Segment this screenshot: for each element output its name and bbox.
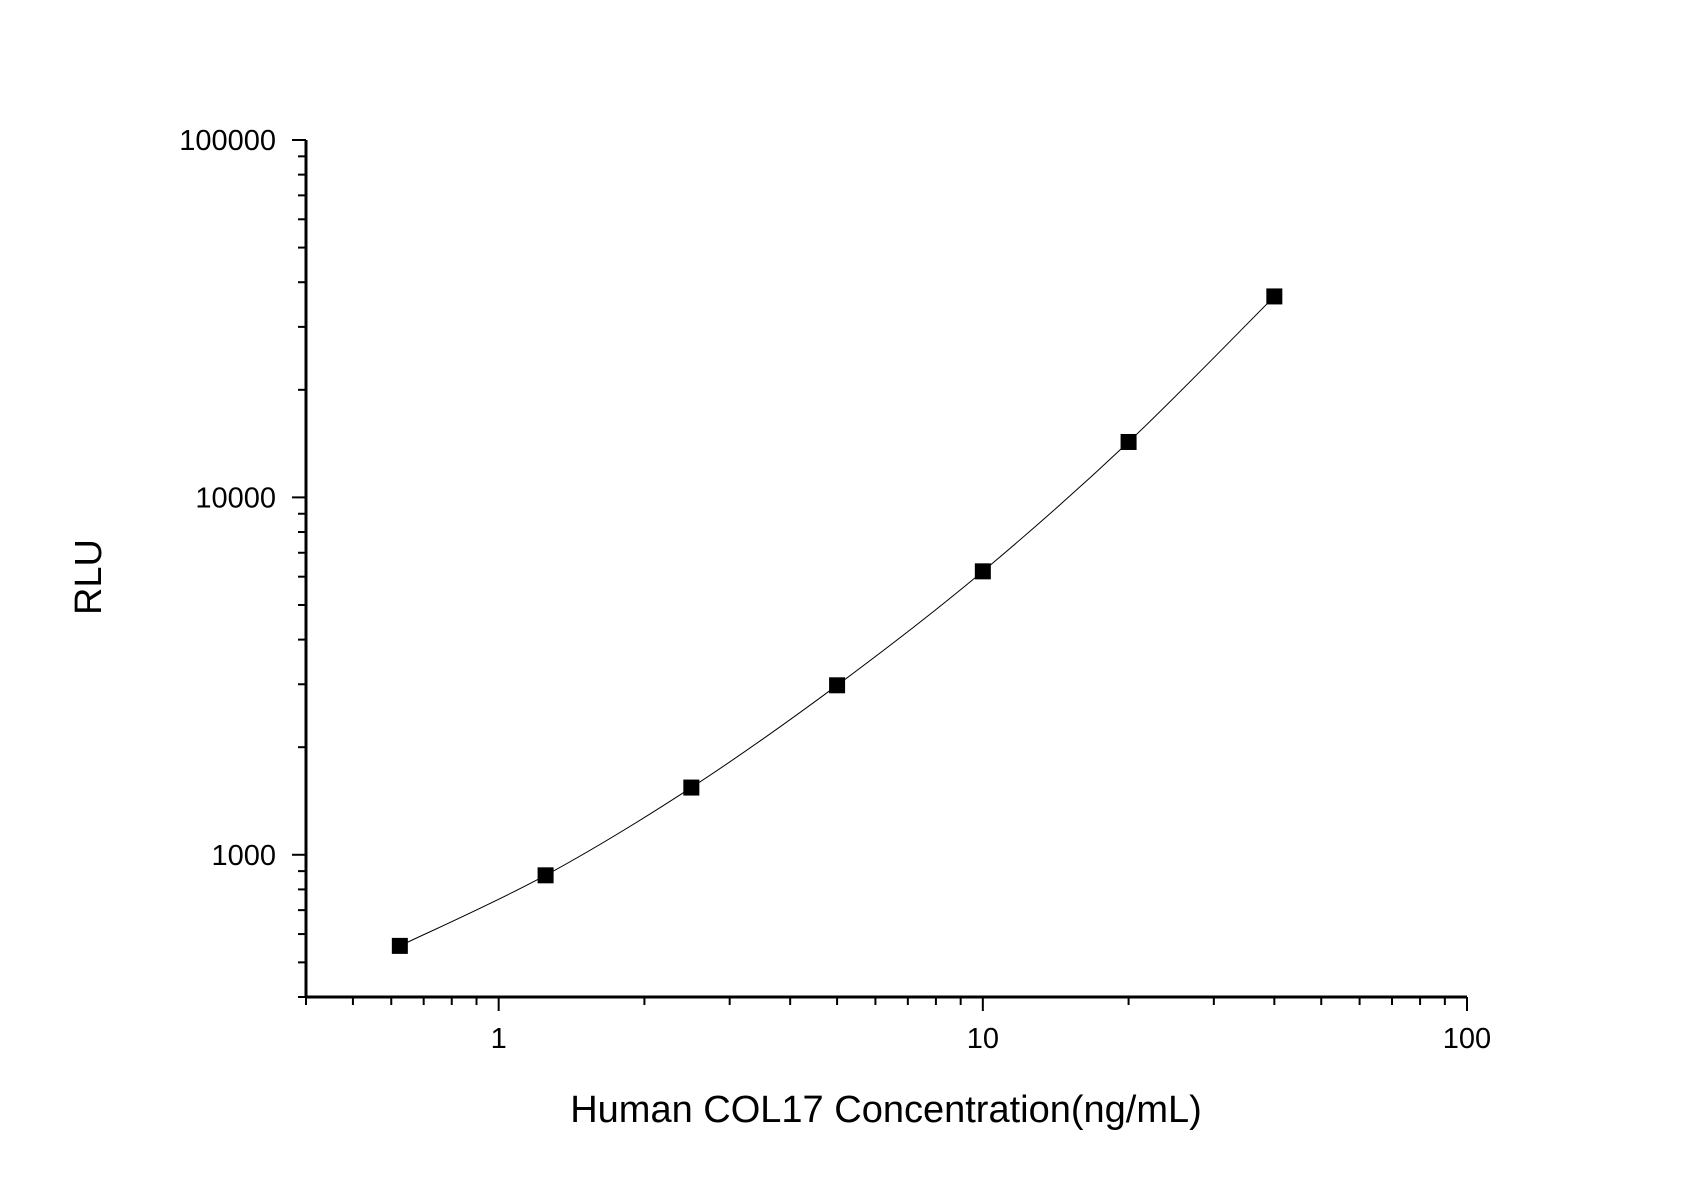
x-tick-label: 100 [1443, 1023, 1491, 1055]
y-axis-title: RLU [68, 539, 110, 615]
ticks [292, 139, 1468, 1011]
data-point [829, 677, 846, 694]
data-point [391, 937, 408, 954]
y-tick-label: 1000 [211, 840, 276, 872]
data-point [683, 779, 700, 796]
data-point [537, 867, 554, 884]
data-markers [391, 288, 1283, 954]
tick-labels: 1 10 100 1000 10000 100000 [179, 125, 1491, 1055]
x-tick-label: 10 [967, 1023, 999, 1055]
data-point [1120, 433, 1137, 450]
y-tick-label: 100000 [179, 125, 276, 157]
fit-curve [399, 296, 1275, 947]
data-point [974, 563, 991, 580]
x-axis-title: Human COL17 Concentration(ng/mL) [570, 1089, 1202, 1131]
axes [304, 140, 1467, 999]
y-tick-label: 10000 [195, 482, 276, 514]
x-tick-label: 1 [491, 1023, 507, 1055]
data-point [1266, 288, 1283, 305]
